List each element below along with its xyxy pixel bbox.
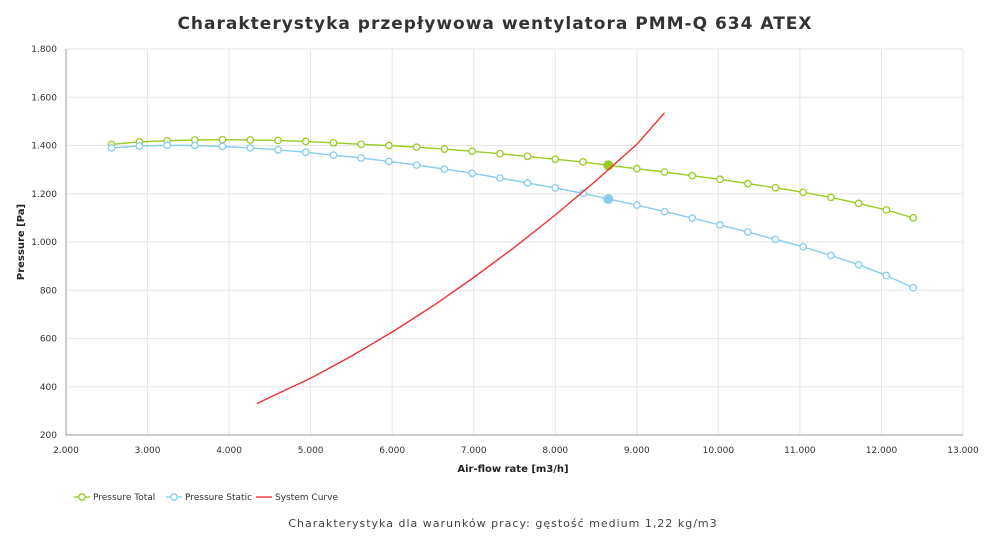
- pressure-static-point: [440, 165, 449, 173]
- pressure-static-point: [882, 271, 891, 280]
- y-tick-label: 1.000: [31, 238, 57, 248]
- pressure-total-point: [274, 136, 282, 145]
- pressure-total-point: [412, 143, 421, 152]
- pressure-static-point: [163, 141, 171, 150]
- y-tick-label: 400: [40, 383, 57, 393]
- pressure-total-point: [632, 164, 641, 173]
- pressure-static-point: [246, 144, 255, 152]
- y-tick-label: 800: [40, 286, 57, 296]
- pressure-static-point: [274, 145, 282, 154]
- pressure-static-point: [799, 242, 808, 251]
- pressure-total-point: [579, 158, 587, 166]
- y-tick-label: 200: [40, 431, 57, 441]
- pressure-total-point: [827, 193, 835, 202]
- pressure-total-point: [523, 152, 532, 161]
- pressure-total-point: [660, 168, 669, 176]
- pressure-total-point: [909, 214, 918, 222]
- pressure-static-point: [827, 251, 835, 260]
- x-axis-title: Air-flow rate [m3/h]: [457, 464, 568, 475]
- legend: Pressure Total Pressure Static System Curv…: [74, 493, 338, 503]
- series-layer: [107, 112, 918, 405]
- y-tick-label: 1.600: [31, 93, 57, 103]
- legend-system-curve-label: System Curve: [275, 493, 338, 503]
- pressure-total-point: [495, 149, 504, 158]
- system-curve-line: [256, 112, 666, 405]
- pressure-static-point: [218, 142, 227, 151]
- pressure-total-point: [218, 135, 227, 144]
- pressure-static-point: [107, 144, 116, 152]
- chart-title: Charakterystyka przepływowa wentylatora …: [177, 14, 812, 34]
- x-tick-label: 6.000: [379, 446, 405, 456]
- pressure-total-operating-point: [603, 160, 614, 171]
- pressure-static-point: [632, 201, 641, 209]
- legend-pressure-total-label: Pressure Total: [93, 493, 155, 503]
- pressure-static-point: [523, 179, 532, 187]
- legend-pressure-static-label: Pressure Static: [185, 493, 252, 503]
- pressure-static-point: [468, 169, 476, 178]
- pressure-static-point: [329, 151, 338, 159]
- pressure-total-point: [329, 138, 338, 147]
- pressure-total-point: [440, 145, 449, 153]
- pressure-total-point: [882, 206, 891, 214]
- pressure-static-point: [301, 148, 310, 157]
- pressure-static-point: [743, 228, 752, 236]
- x-tick-label: 8.000: [542, 446, 568, 456]
- pressure-static-point: [854, 260, 863, 269]
- pressure-total-point: [854, 199, 863, 208]
- pressure-static-point: [135, 142, 144, 150]
- y-tick-label: 1.200: [31, 190, 57, 200]
- pressure-static-point: [357, 154, 366, 162]
- x-tick-label: 3.000: [135, 446, 161, 456]
- x-tick-label: 9.000: [624, 446, 650, 456]
- pressure-static-point: [412, 161, 421, 169]
- pressure-total-point: [468, 147, 476, 156]
- y-tick-label: 600: [40, 335, 57, 345]
- x-tick-label: 13.000: [947, 446, 979, 456]
- pressure-static-point: [551, 184, 560, 192]
- legend-pressure-total-marker: [78, 493, 86, 501]
- x-tick-label: 11.000: [784, 446, 816, 456]
- pressure-total-point: [246, 136, 255, 144]
- y-axis-title: Pressure [Pa]: [16, 204, 27, 280]
- pressure-static-point: [190, 141, 199, 150]
- x-tick-label: 7.000: [461, 446, 487, 456]
- pressure-total-point: [799, 188, 808, 197]
- pressure-total-line: [111, 138, 914, 219]
- pressure-total-point: [716, 175, 724, 184]
- pressure-static-point: [495, 174, 504, 182]
- chart-subtitle: Charakterystyka dla warunków pracy: gęst…: [288, 517, 717, 530]
- pressure-total-point: [688, 171, 697, 180]
- x-tick-label: 12.000: [866, 446, 898, 456]
- x-tick-label: 10.000: [703, 446, 735, 456]
- grid: [65, 48, 964, 436]
- pressure-total-point: [743, 179, 752, 188]
- pressure-static-point: [909, 283, 918, 292]
- x-tick-label: 4.000: [216, 446, 242, 456]
- y-tick-label: 1.400: [31, 142, 57, 152]
- pressure-static-point: [688, 214, 697, 222]
- pressure-static-point: [660, 207, 669, 216]
- pressure-static-point: [579, 189, 587, 198]
- pressure-total-point: [385, 141, 393, 150]
- pressure-static-point: [771, 235, 780, 244]
- pressure-total-point: [551, 155, 560, 164]
- pressure-static-point: [716, 221, 724, 229]
- pressure-total-point: [301, 137, 310, 146]
- axes: 2.000 3.000 4.000 5.000 6.000 7.000 8.000 9.000…: [31, 45, 979, 456]
- pressure-static-line: [111, 144, 914, 289]
- pressure-static-point: [385, 157, 393, 166]
- x-tick-label: 2.000: [53, 446, 79, 456]
- pressure-static-operating-point: [603, 194, 614, 205]
- y-tick-label: 1.800: [31, 45, 57, 55]
- x-tick-label: 5.000: [298, 446, 324, 456]
- pressure-total-point: [771, 183, 780, 192]
- pressure-total-point: [357, 140, 366, 149]
- legend-pressure-static-marker: [170, 493, 178, 501]
